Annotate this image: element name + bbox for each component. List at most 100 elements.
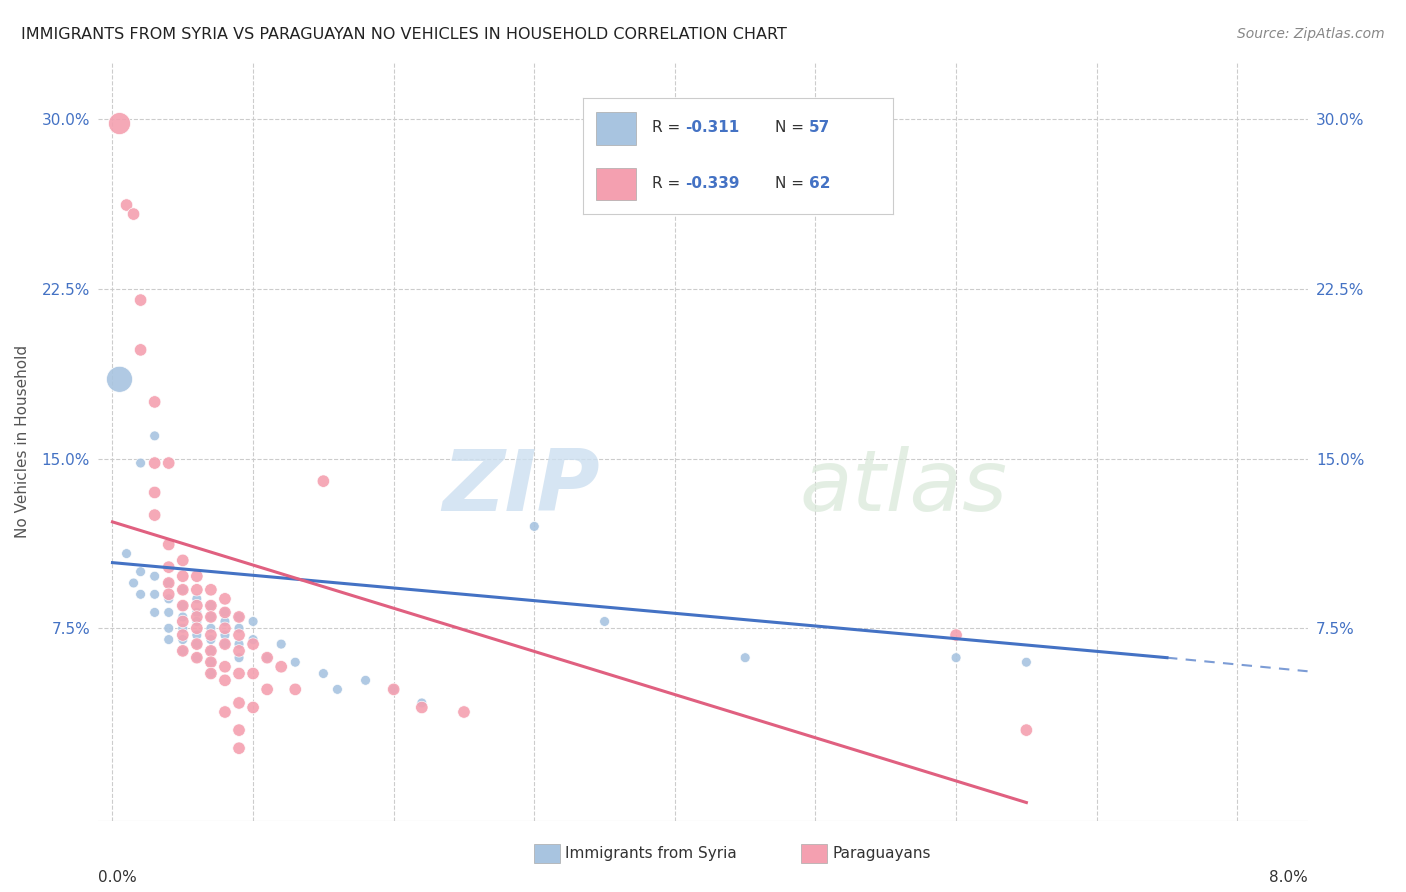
Point — [157, 621, 180, 635]
Point — [284, 655, 307, 669]
Point — [186, 637, 208, 651]
Point — [256, 650, 278, 665]
Point — [129, 565, 152, 579]
Point — [172, 582, 194, 597]
Point — [242, 632, 264, 647]
Text: 0.0%: 0.0% — [98, 870, 138, 885]
Point — [382, 682, 405, 697]
Point — [129, 293, 152, 307]
Point — [186, 621, 208, 635]
Point — [143, 395, 166, 409]
Point — [157, 576, 180, 591]
Text: 57: 57 — [810, 120, 831, 136]
Point — [200, 599, 222, 613]
Point — [312, 666, 335, 681]
Point — [214, 637, 236, 651]
Text: 62: 62 — [810, 176, 831, 191]
Point — [172, 621, 194, 635]
Point — [411, 700, 433, 714]
Point — [228, 628, 250, 642]
Point — [256, 650, 278, 665]
Point — [186, 650, 208, 665]
Point — [108, 117, 131, 131]
Point — [228, 610, 250, 624]
Point — [122, 576, 145, 591]
Point — [214, 637, 236, 651]
Point — [1015, 723, 1038, 738]
Point — [172, 644, 194, 658]
Point — [214, 606, 236, 620]
Point — [143, 485, 166, 500]
Point — [200, 644, 222, 658]
Point — [228, 723, 250, 738]
Bar — [596, 168, 636, 200]
Point — [172, 582, 194, 597]
Text: Source: ZipAtlas.com: Source: ZipAtlas.com — [1237, 27, 1385, 41]
Point — [326, 682, 349, 697]
Point — [186, 615, 208, 629]
Text: atlas: atlas — [800, 445, 1008, 529]
Point — [157, 537, 180, 551]
Point — [200, 582, 222, 597]
Point — [242, 637, 264, 651]
Point — [200, 655, 222, 669]
Point — [172, 553, 194, 567]
Point — [186, 591, 208, 606]
Point — [129, 587, 152, 601]
Text: R =: R = — [651, 176, 685, 191]
Text: -0.311: -0.311 — [686, 120, 740, 136]
Point — [945, 650, 967, 665]
Point — [382, 682, 405, 697]
Point — [734, 650, 756, 665]
Point — [172, 610, 194, 624]
Point — [200, 599, 222, 613]
Text: N =: N = — [775, 120, 808, 136]
Point — [200, 621, 222, 635]
Point — [172, 644, 194, 658]
Point — [228, 644, 250, 658]
Point — [172, 632, 194, 647]
Point — [593, 615, 616, 629]
Point — [312, 474, 335, 488]
Point — [200, 644, 222, 658]
Point — [242, 666, 264, 681]
Point — [157, 456, 180, 470]
Text: R =: R = — [651, 120, 685, 136]
Point — [200, 610, 222, 624]
Point — [115, 198, 138, 212]
Y-axis label: No Vehicles in Household: No Vehicles in Household — [15, 345, 31, 538]
Point — [186, 650, 208, 665]
Point — [108, 372, 131, 386]
Point — [228, 666, 250, 681]
Text: -0.339: -0.339 — [686, 176, 740, 191]
Point — [143, 606, 166, 620]
Point — [157, 560, 180, 574]
Point — [186, 582, 208, 597]
Point — [186, 628, 208, 642]
Point — [228, 610, 250, 624]
Point — [200, 666, 222, 681]
Point — [129, 456, 152, 470]
Point — [122, 207, 145, 221]
Point — [143, 429, 166, 443]
Point — [172, 599, 194, 613]
Point — [143, 587, 166, 601]
Point — [284, 682, 307, 697]
Point — [270, 637, 292, 651]
Point — [214, 673, 236, 688]
Point — [228, 741, 250, 756]
Point — [157, 587, 180, 601]
Point — [200, 610, 222, 624]
Point — [214, 659, 236, 673]
Point — [228, 637, 250, 651]
Point — [157, 591, 180, 606]
Point — [200, 666, 222, 681]
Point — [157, 606, 180, 620]
Text: Immigrants from Syria: Immigrants from Syria — [565, 847, 737, 861]
Point — [242, 615, 264, 629]
Point — [453, 705, 475, 719]
Point — [172, 615, 194, 629]
Point — [172, 569, 194, 583]
Point — [186, 569, 208, 583]
Point — [256, 682, 278, 697]
